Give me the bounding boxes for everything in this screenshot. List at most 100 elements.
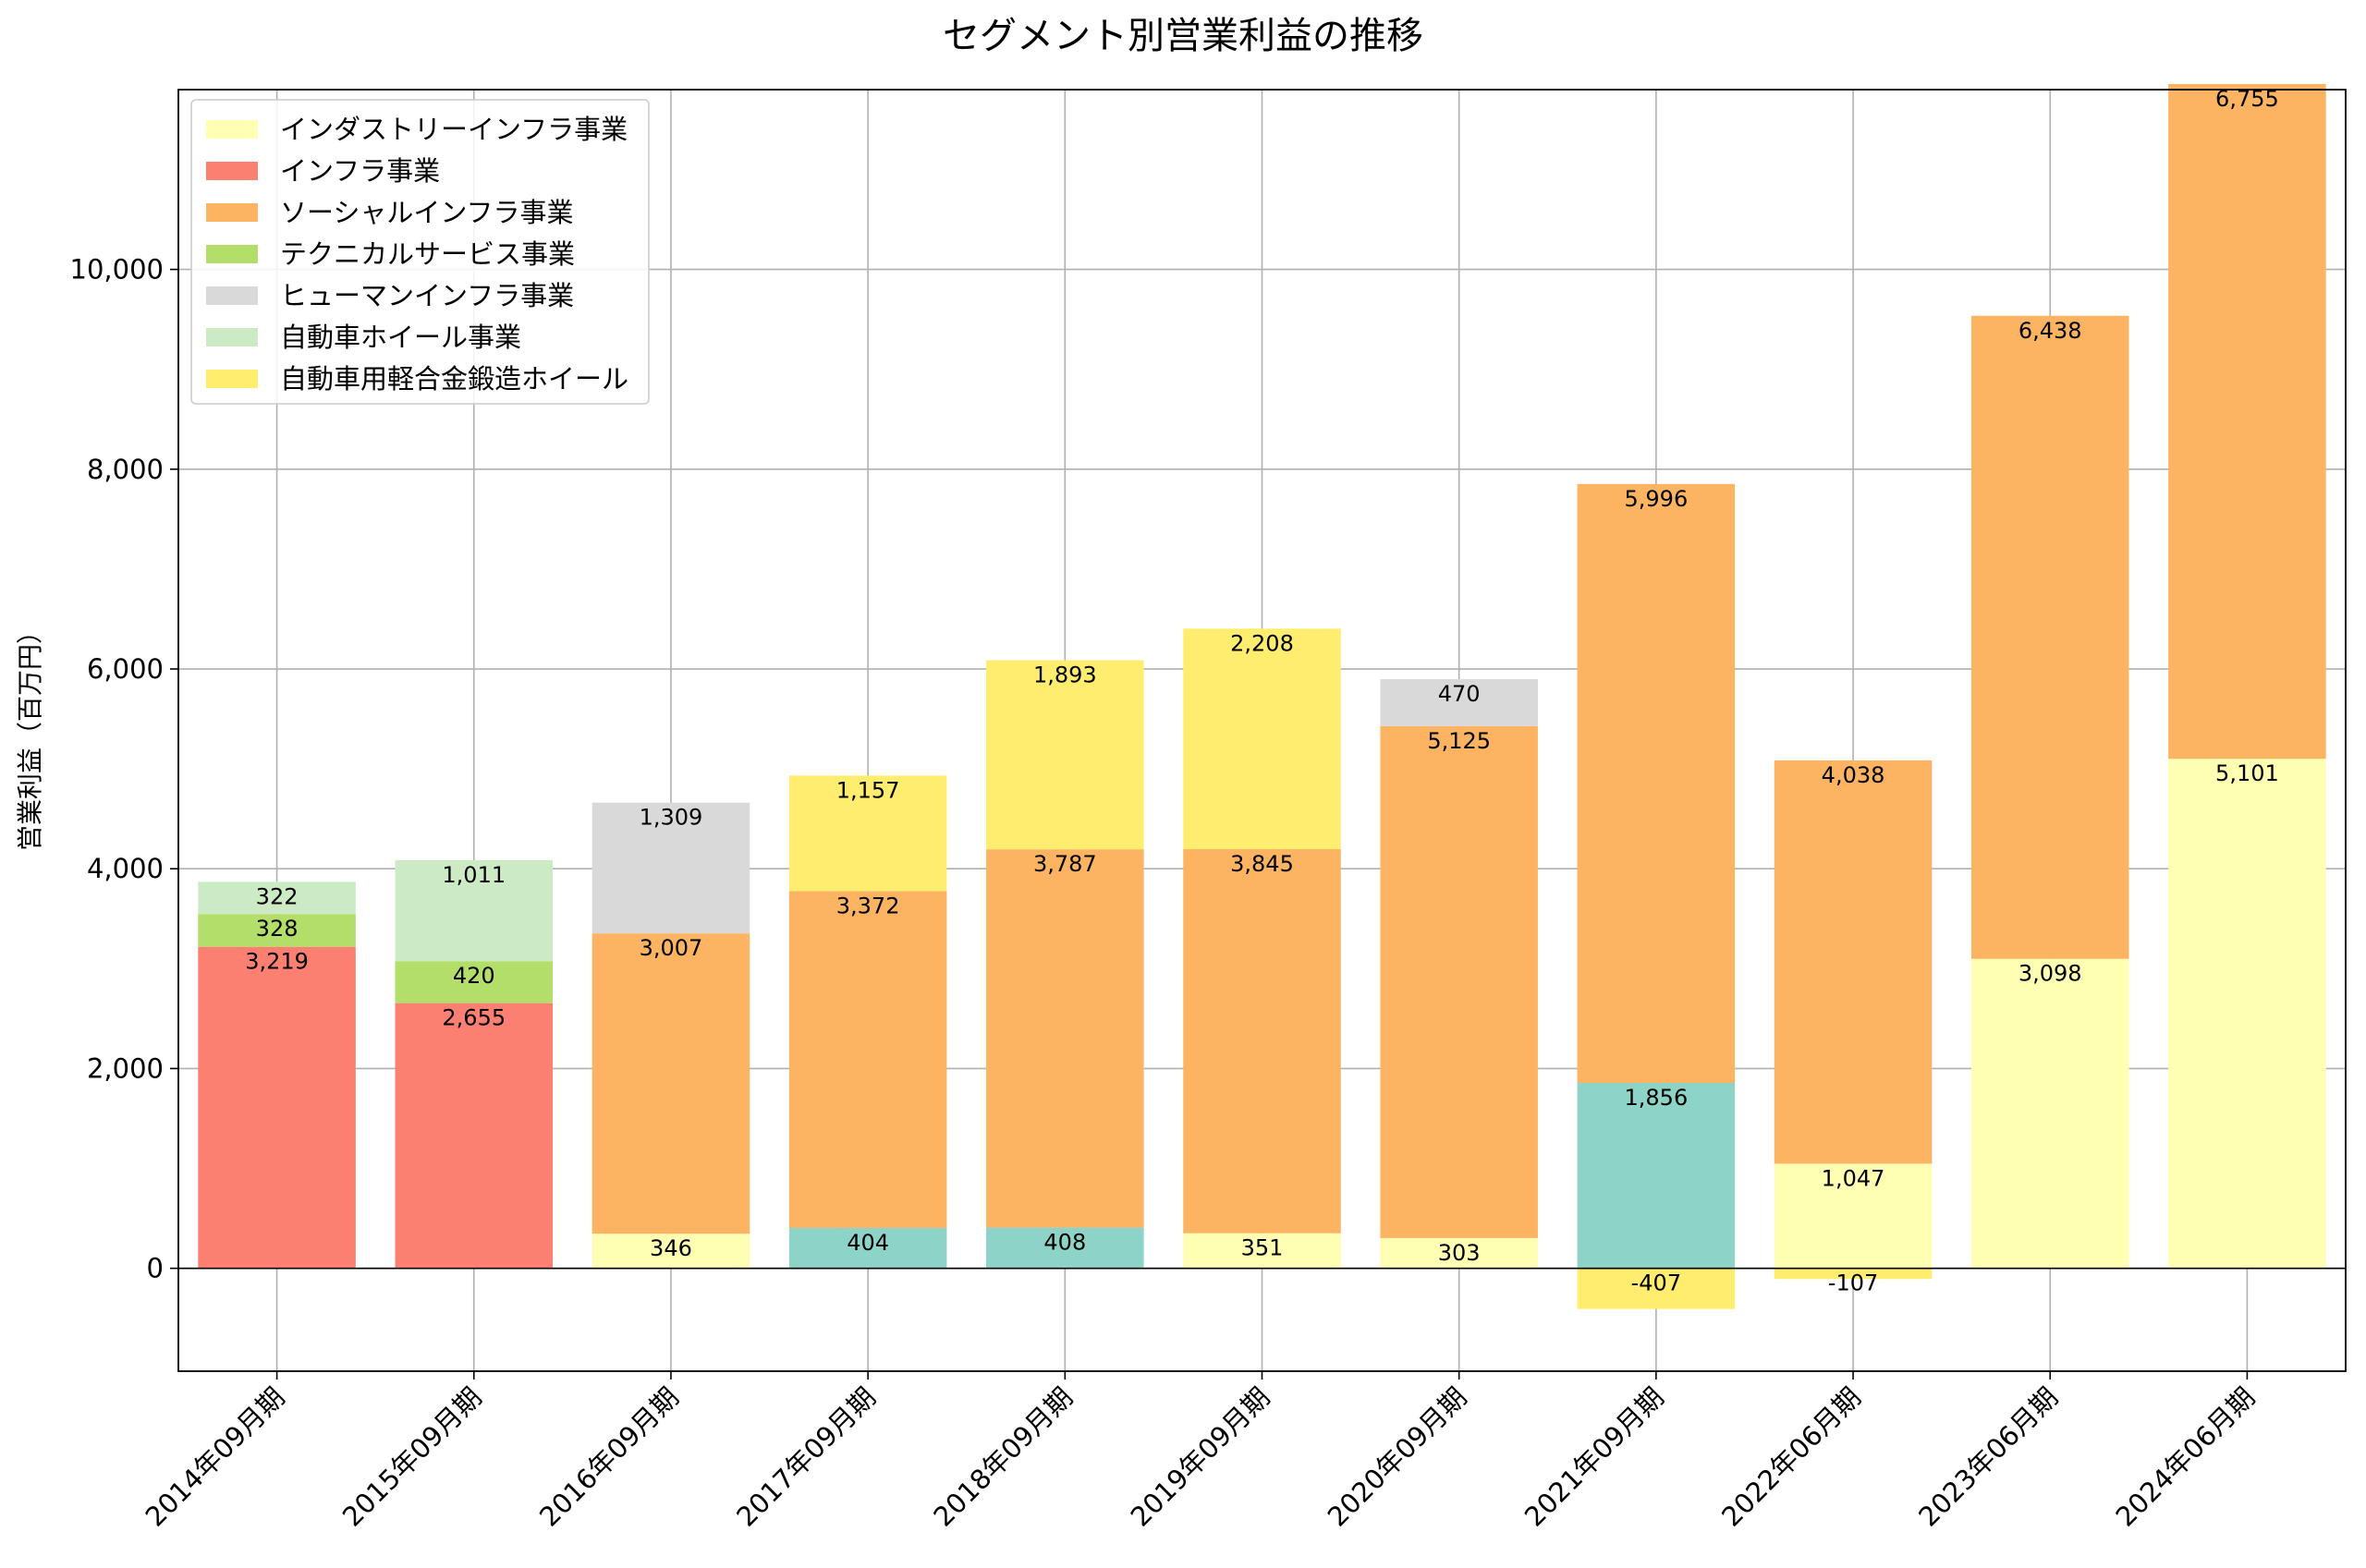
- bar-segment: [986, 1227, 1144, 1269]
- data-label: 5,101: [2215, 760, 2279, 786]
- y-tick-label: 6,000: [87, 653, 164, 685]
- bar-segment: [788, 891, 947, 1228]
- bar-segment: [1774, 1163, 1933, 1269]
- bar-segment: [592, 1234, 750, 1269]
- chart-title: セグメント別営業利益の推移: [943, 15, 1423, 57]
- data-label: 303: [1438, 1240, 1481, 1266]
- data-label: 1,893: [1033, 662, 1097, 688]
- y-tick-label: 0: [147, 1253, 164, 1284]
- data-label: 6,438: [2018, 318, 2082, 344]
- legend-label: テクニカルサービス事業: [280, 238, 575, 270]
- bar-segment: [1183, 1233, 1341, 1269]
- bar-segment: [1183, 849, 1341, 1234]
- x-tick-label: 2019年09月期: [1125, 1381, 1276, 1533]
- bar-segment: [1577, 1268, 1736, 1309]
- bar-segment: [2168, 83, 2326, 760]
- bar-segment: [592, 802, 750, 934]
- plot-frame: [177, 89, 2347, 1372]
- data-label: 2,655: [442, 1005, 506, 1031]
- legend-swatch: [206, 120, 258, 139]
- bar-segment: [395, 961, 554, 1003]
- bar-segment: [198, 881, 356, 915]
- data-label: 3,098: [2018, 961, 2082, 987]
- data-label: 351: [1241, 1235, 1284, 1261]
- bar-segment: [788, 775, 947, 892]
- legend-swatch: [206, 286, 258, 305]
- data-label: 3,845: [1230, 851, 1294, 877]
- bar-segment: [1774, 1268, 1933, 1280]
- legend-swatch: [206, 203, 258, 222]
- data-label: 5,125: [1427, 728, 1491, 754]
- legend-swatch: [206, 162, 258, 180]
- legend-swatch: [206, 370, 258, 388]
- bar-segment: [1380, 1237, 1538, 1269]
- bar-segment: [788, 1227, 947, 1269]
- legend-label: インフラ事業: [280, 155, 440, 187]
- x-tick-label: 2020年09月期: [1322, 1381, 1473, 1533]
- legend-box: [190, 99, 650, 405]
- y-tick-label: 10,000: [70, 254, 164, 286]
- data-label: 1,309: [640, 805, 703, 831]
- data-label: 1,047: [1822, 1165, 1885, 1191]
- x-tick-label: 2021年09月期: [1518, 1381, 1670, 1533]
- data-label: 346: [650, 1235, 692, 1261]
- x-tick-label: 2018年09月期: [927, 1381, 1079, 1533]
- legend-label: 自動車ホイール事業: [280, 322, 521, 353]
- bar-segment: [986, 660, 1144, 850]
- data-label: -407: [1631, 1270, 1681, 1296]
- y-tick-label: 4,000: [87, 853, 164, 884]
- data-label: 1,856: [1625, 1085, 1689, 1111]
- data-label: -107: [1828, 1270, 1878, 1296]
- bar-segment: [198, 914, 356, 947]
- data-label: 408: [1043, 1230, 1086, 1256]
- bar-segment: [1970, 315, 2129, 959]
- data-label: 420: [453, 963, 495, 989]
- legend: インダストリーインフラ事業インフラ事業ソーシャルインフラ事業テクニカルサービス事…: [190, 99, 650, 405]
- bar-segment: [1380, 725, 1538, 1238]
- data-label: 5,996: [1625, 486, 1689, 512]
- data-label: 3,787: [1033, 851, 1097, 877]
- data-label: 322: [256, 883, 299, 909]
- bar-segment: [1970, 958, 2129, 1269]
- data-label: 2,208: [1230, 630, 1294, 656]
- data-label: 328: [256, 916, 299, 942]
- bar-segment: [592, 933, 750, 1234]
- bar-segment: [198, 946, 356, 1269]
- y-axis-label: 営業利益（百万円）: [15, 618, 45, 851]
- bar-segment: [2168, 759, 2326, 1269]
- legend-label: ヒューマンインフラ事業: [280, 280, 574, 311]
- legend-label: インダストリーインフラ事業: [280, 114, 628, 145]
- x-tick-label: 2014年09月期: [140, 1381, 291, 1533]
- legend-swatch: [206, 328, 258, 346]
- x-tick-label: 2022年06月期: [1715, 1381, 1867, 1533]
- data-label: 4,038: [1822, 762, 1885, 788]
- data-label: 3,219: [245, 949, 309, 975]
- bar-segment: [1577, 483, 1736, 1084]
- legend-label: ソーシャルインフラ事業: [280, 197, 574, 228]
- bar-segment: [395, 859, 554, 962]
- data-label: 3,372: [836, 893, 900, 918]
- bar-segment: [1183, 628, 1341, 850]
- data-label: 404: [847, 1230, 889, 1256]
- bar-segment: [1577, 1083, 1736, 1269]
- data-label: 470: [1438, 681, 1481, 707]
- y-tick-label: 2,000: [87, 1052, 164, 1084]
- data-label: 1,011: [442, 862, 506, 888]
- bar-segment: [395, 1003, 554, 1269]
- x-tick-label: 2016年09月期: [533, 1381, 685, 1533]
- x-tick-label: 2024年06月期: [2110, 1381, 2262, 1533]
- x-tick-label: 2023年06月期: [1912, 1381, 2064, 1533]
- legend-label: 自動車用軽合金鍛造ホイール: [280, 363, 628, 395]
- x-tick-label: 2015年09月期: [336, 1381, 488, 1533]
- bar-segment: [1774, 760, 1933, 1164]
- data-label: 1,157: [836, 777, 900, 803]
- bar-segment: [986, 849, 1144, 1228]
- legend-swatch: [206, 245, 258, 263]
- bars-layer: [198, 83, 2326, 1309]
- x-tick-label: 2017年09月期: [730, 1381, 882, 1533]
- y-tick-label: 8,000: [87, 454, 164, 485]
- data-label: 3,007: [640, 935, 703, 961]
- bar-segment: [1380, 679, 1538, 726]
